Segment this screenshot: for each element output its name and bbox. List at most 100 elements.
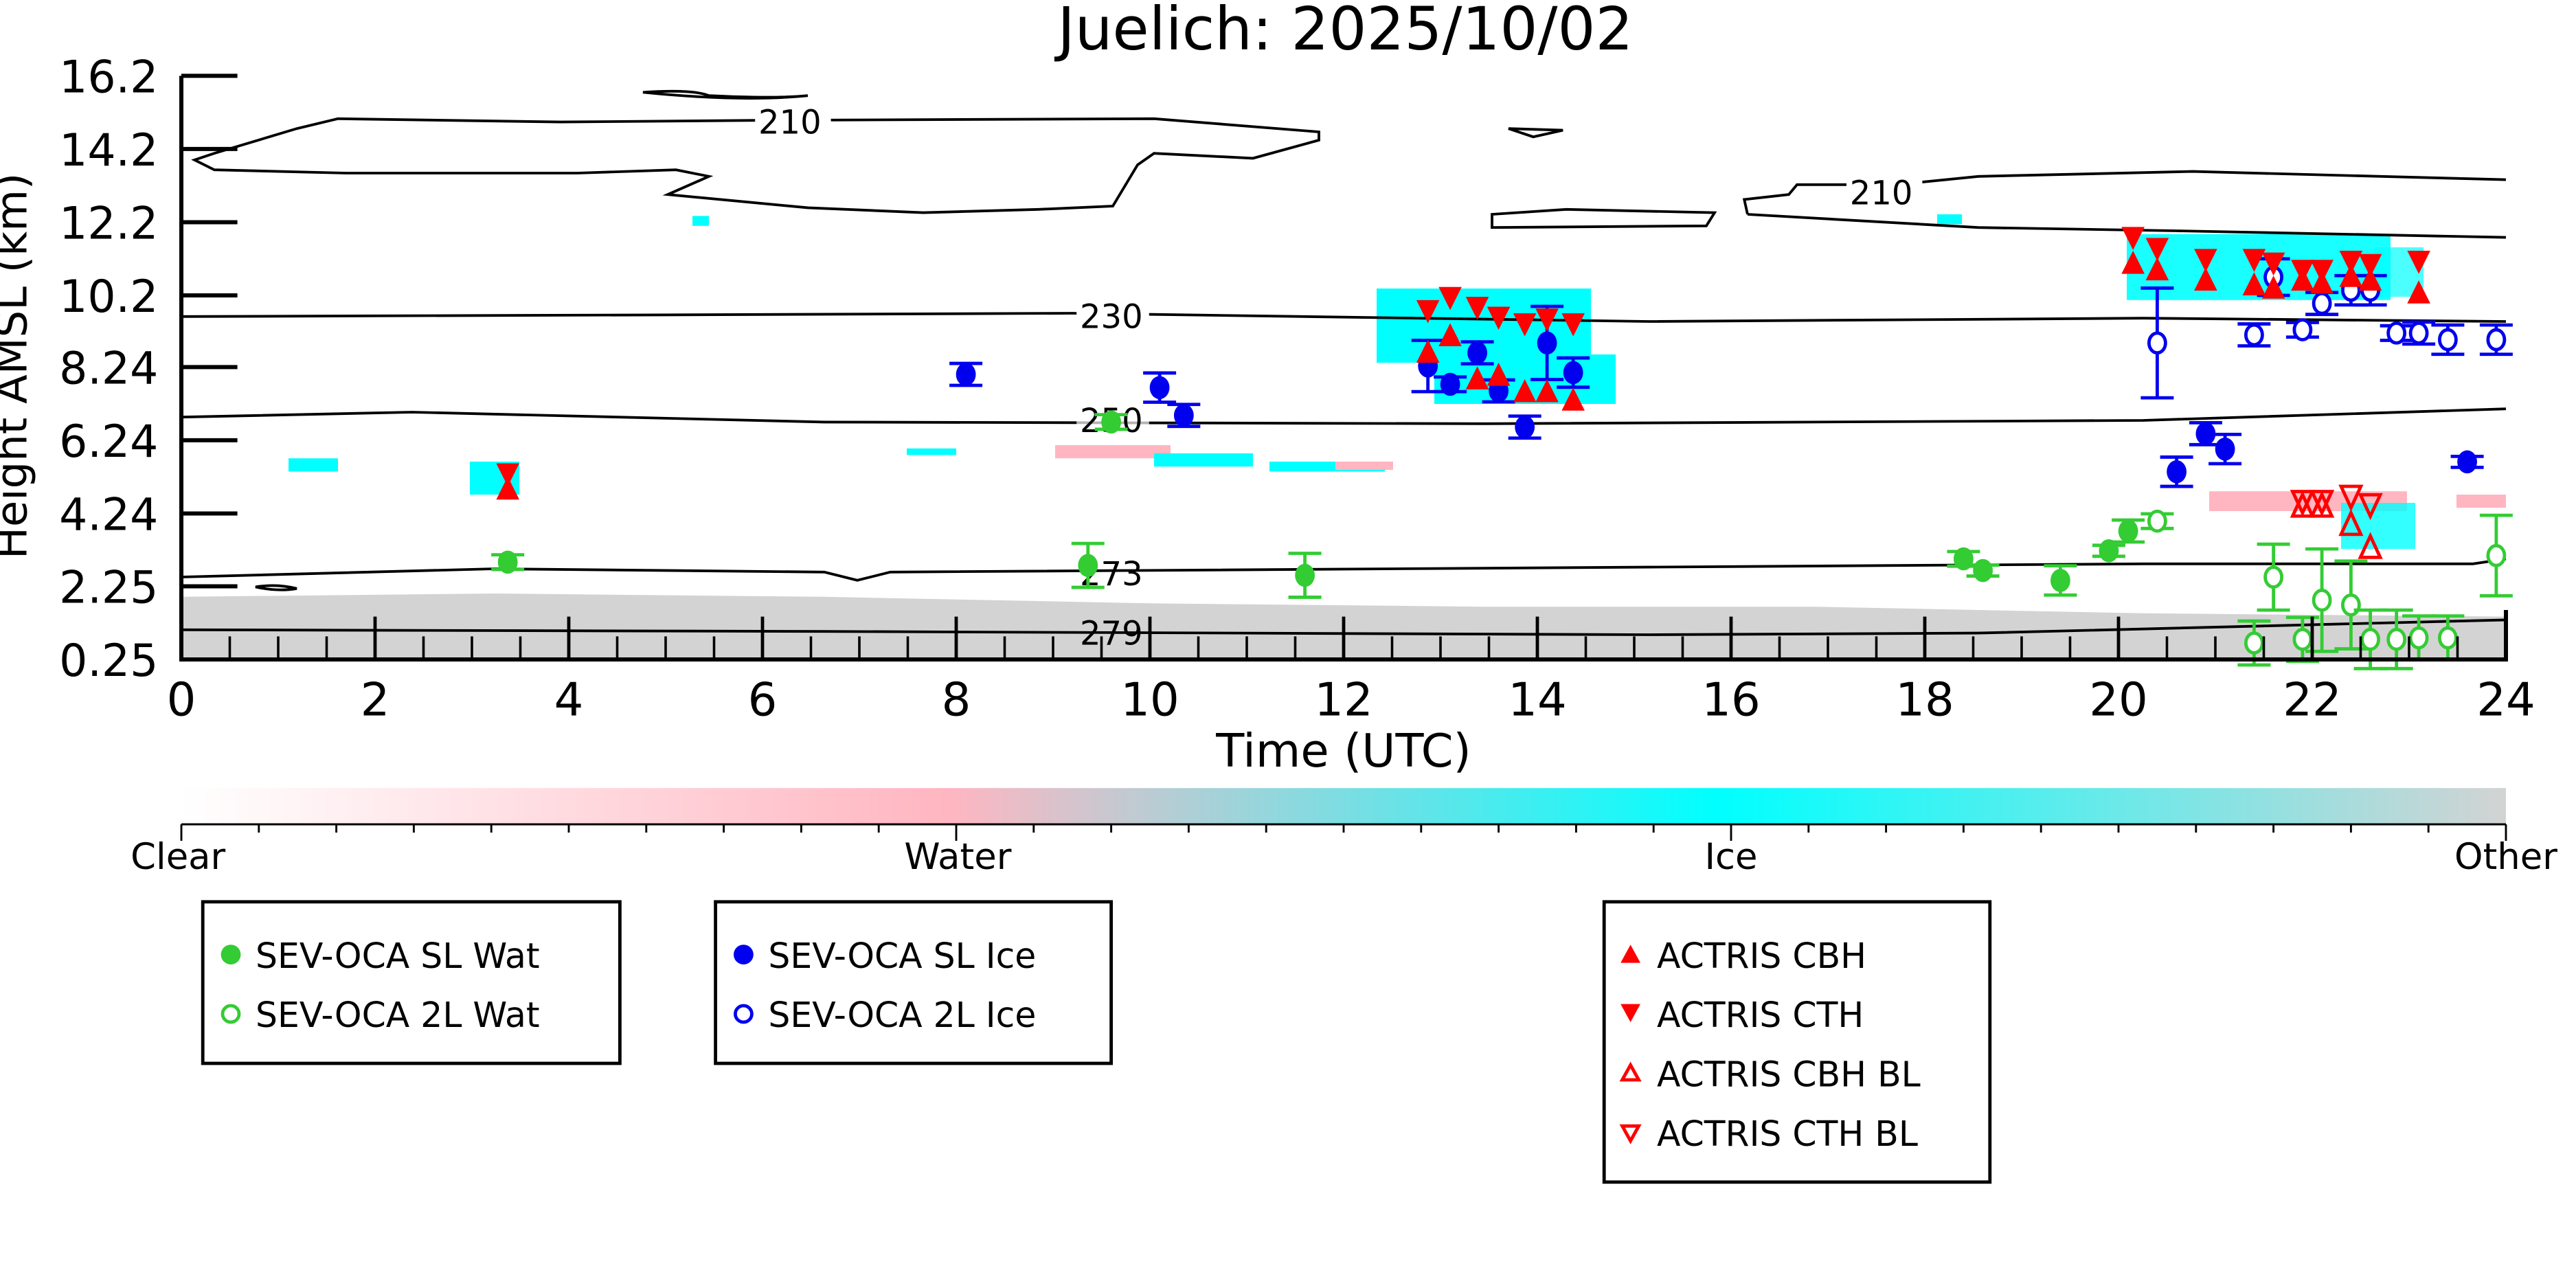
legend-label: SEV-OCA 2L Wat — [256, 995, 540, 1035]
data-point — [2292, 627, 2313, 651]
y-tick-label: 10.2 — [59, 271, 158, 323]
data-point — [2167, 460, 2187, 484]
x-tick-label: 10 — [1120, 673, 1179, 727]
data-point — [1487, 362, 1511, 386]
data-point — [1149, 376, 1170, 400]
data-point — [2386, 627, 2407, 651]
data-point — [1416, 300, 1440, 324]
data-point — [2341, 593, 2361, 617]
data-point — [2290, 490, 2316, 517]
data-point — [2195, 422, 2216, 446]
data-point — [2194, 267, 2217, 291]
legend-marker — [733, 1004, 754, 1024]
legend-water: SEV-OCA SL Wat SEV-OCA 2L Wat — [201, 900, 622, 1065]
legend-marker — [734, 945, 754, 964]
data-point — [2242, 249, 2266, 272]
data-point — [2407, 250, 2430, 274]
data-point — [1467, 341, 1487, 365]
y-tick-label: 2.25 — [59, 562, 158, 613]
data-point — [2339, 264, 2363, 287]
data-point — [2457, 450, 2477, 474]
x-tick-label: 8 — [942, 673, 971, 727]
x-tick-label: 22 — [2283, 673, 2342, 727]
data-point — [1954, 547, 1974, 571]
legend-label: ACTRIS CBH BL — [1657, 1054, 1921, 1095]
data-point — [2291, 260, 2314, 283]
legend-label: ACTRIS CBH — [1657, 936, 1866, 976]
x-axis-label: Time (UTC) — [1215, 724, 1471, 778]
contour-labels: 210 210 230 250 273 279 — [755, 103, 1923, 653]
data-point — [2408, 321, 2429, 345]
data-point — [496, 476, 519, 500]
legend-label: SEV-OCA SL Wat — [256, 936, 540, 976]
colorbar-ticks — [180, 823, 2507, 841]
legend-marker — [1619, 1124, 1642, 1144]
data-point — [2261, 252, 2285, 276]
data-point — [1438, 286, 1462, 310]
legend-label: SEV-OCA SL Ice — [768, 936, 1036, 976]
colorbar-label-clear: Clear — [131, 836, 225, 878]
colorbar — [181, 788, 2506, 824]
data-point — [2242, 272, 2266, 296]
data-point — [2194, 249, 2217, 272]
chart-title: Juelich: 2025/10/02 — [1054, 0, 1633, 64]
y-tick-label: 14.2 — [59, 125, 158, 177]
x-tick-label: 16 — [1702, 673, 1761, 727]
cloud-patches — [289, 214, 2506, 550]
data-point — [2338, 508, 2364, 536]
data-point — [2121, 227, 2145, 250]
data-point — [1537, 331, 1557, 355]
data-point — [2244, 323, 2264, 347]
legend-actris: ACTRIS CBH ACTRIS CTH ACTRIS CBH BL ACTR… — [1602, 900, 1992, 1184]
x-tick-label: 14 — [1508, 673, 1567, 727]
data-point — [1465, 366, 1489, 389]
data-point — [2407, 280, 2430, 304]
data-point — [2312, 291, 2332, 315]
data-point — [1101, 410, 1121, 434]
data-point — [2358, 532, 2383, 559]
y-tick-label: 0.25 — [59, 635, 158, 687]
data-point — [2145, 238, 2169, 261]
series-actris-cth — [496, 227, 2430, 487]
data-point — [496, 463, 519, 487]
data-point — [2339, 250, 2363, 274]
data-marks — [491, 227, 2513, 670]
axes: 0 2 4 6 8 10 12 14 16 18 20 22 240.252.254.246.248.2… — [59, 52, 2535, 726]
data-point — [956, 363, 976, 386]
data-point — [2215, 437, 2235, 461]
data-point — [2118, 519, 2138, 543]
data-point — [2408, 626, 2429, 650]
data-point — [1487, 306, 1511, 330]
data-point — [1465, 297, 1489, 320]
legend-marker — [1619, 1061, 1642, 1082]
data-point — [1173, 403, 1194, 427]
data-point — [2147, 331, 2167, 355]
data-point — [2438, 328, 2458, 352]
x-tick-label: 18 — [1895, 673, 1954, 727]
y-axis-label: Height AMSL (km) — [0, 173, 36, 559]
data-point — [2310, 260, 2334, 283]
data-point — [2486, 543, 2507, 567]
series-sev-oca-sl-wat — [491, 410, 2145, 599]
series-actris-cth-bl — [2290, 484, 2383, 521]
y-tick-label: 8.24 — [59, 343, 158, 394]
data-point — [2121, 250, 2145, 274]
data-point — [2309, 490, 2335, 517]
contour-label: 279 — [1080, 614, 1143, 653]
y-tick-label: 4.24 — [59, 489, 158, 541]
y-tick-label: 12.2 — [59, 198, 158, 249]
colorbar-label-water: Water — [904, 836, 1011, 878]
data-point — [1513, 313, 1537, 337]
data-point — [1416, 339, 1440, 363]
data-point — [1561, 313, 1585, 337]
data-point — [2386, 321, 2407, 345]
data-point — [1535, 308, 1559, 332]
legend-marker — [221, 1004, 241, 1024]
x-tick-label: 4 — [554, 673, 584, 727]
data-point — [2438, 626, 2458, 650]
data-point — [1515, 415, 1535, 439]
x-tick-label: 12 — [1314, 673, 1373, 727]
x-tick-label: 24 — [2476, 673, 2535, 727]
legend-marker — [1620, 945, 1640, 963]
